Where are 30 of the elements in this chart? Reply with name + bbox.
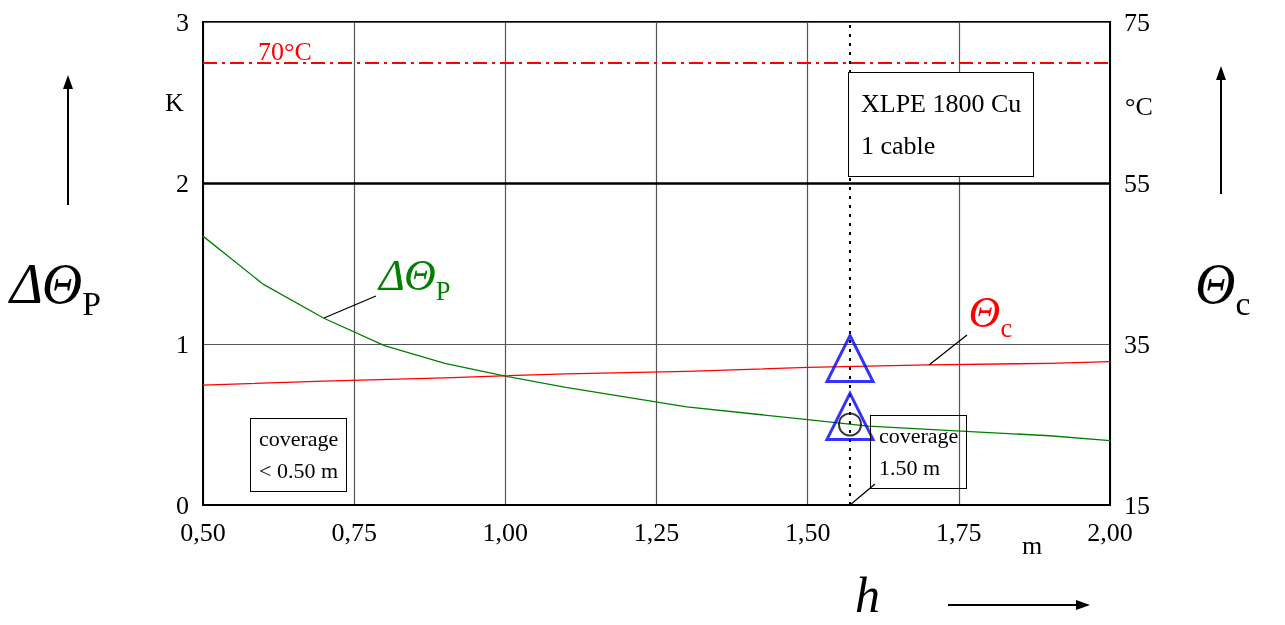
text: °C <box>1125 91 1153 123</box>
point <box>825 333 875 383</box>
y2-tick-label: 55 <box>1124 168 1150 198</box>
y2-tick-label: 35 <box>1124 329 1150 359</box>
x-tick-label: 0,50 <box>180 517 226 547</box>
y-tick-label: 2 <box>176 168 189 198</box>
y2-tick-label: 15 <box>1124 490 1150 520</box>
x-axis-title: h <box>855 567 880 623</box>
x-tick-label: 1,75 <box>936 517 982 547</box>
annotation: XLPE 1800 Cu 1 cable <box>848 72 1035 178</box>
ref-line-label: 70°C <box>258 36 312 66</box>
series-label: Θ$_{c}$ <box>968 286 1013 345</box>
x-tick-label: 0,75 <box>331 517 377 547</box>
point <box>825 391 875 441</box>
line-series <box>202 361 1111 386</box>
x-tick-label: 1,50 <box>784 517 831 547</box>
annotation: coverage < 0.50 m <box>250 418 348 492</box>
text: K <box>165 87 184 119</box>
x-tick-label: 2,00 <box>1087 517 1133 547</box>
series-label: ΔΘ$_{P}$ <box>378 250 451 308</box>
annotation: coverage 1.50 m <box>870 415 968 489</box>
y-tick-label: 0 <box>176 490 189 520</box>
y-tick-label: 1 <box>176 329 189 359</box>
y2-tick-label: 75 <box>1124 7 1150 37</box>
y-axis-title: ΔΘ$_{P}$ <box>10 252 101 325</box>
x-tick-label: 1,25 <box>633 517 680 547</box>
y2-axis-title: Θ$_{c}$ <box>1195 252 1251 325</box>
y-tick-label: 3 <box>176 7 189 37</box>
x-tick-label: 1,00 <box>482 517 529 547</box>
text: m <box>1022 530 1043 562</box>
